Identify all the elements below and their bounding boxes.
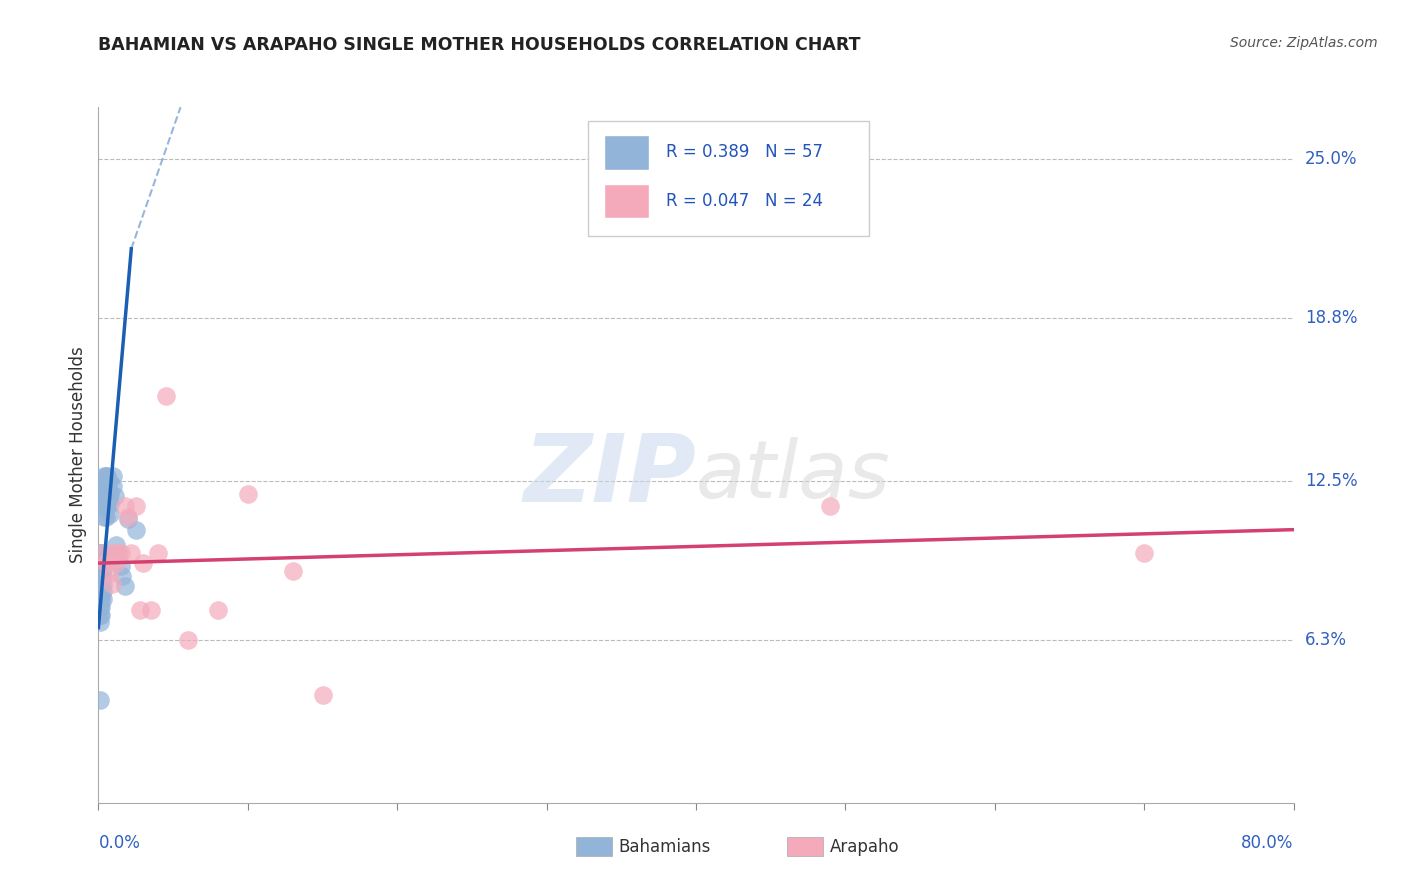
Point (91, 592, 114, 607)
Point (93, 509, 115, 524)
Point (132, 556, 155, 570)
Point (93, 479, 115, 493)
Point (90, 569, 112, 583)
Point (89, 615, 111, 630)
Text: Arapaho: Arapaho (830, 838, 900, 855)
Point (105, 538, 128, 552)
Point (89, 553, 111, 567)
Bar (605, 135, 650, 169)
Bar (605, 184, 650, 219)
Point (96, 479, 118, 493)
Point (177, 633, 200, 648)
Point (117, 512, 139, 526)
Text: 25.0%: 25.0% (1305, 150, 1357, 168)
Point (93, 489, 115, 503)
Text: R = 0.389   N = 57: R = 0.389 N = 57 (666, 144, 823, 161)
Point (97, 494, 120, 508)
Text: 6.3%: 6.3% (1305, 632, 1347, 649)
Point (89, 692, 111, 706)
Point (91, 553, 114, 567)
Point (110, 558, 132, 573)
Text: 18.8%: 18.8% (1305, 310, 1357, 327)
Point (107, 546, 129, 560)
Point (89, 584, 111, 599)
Point (91, 569, 114, 583)
Point (155, 389, 177, 403)
Point (93, 500, 115, 514)
Point (117, 509, 139, 524)
Point (107, 549, 129, 563)
Point (125, 523, 148, 537)
Point (125, 500, 148, 514)
Point (94, 509, 117, 524)
Point (94, 489, 117, 503)
Text: R = 0.047   N = 24: R = 0.047 N = 24 (666, 192, 823, 210)
Point (311, 688, 333, 702)
Text: Bahamians: Bahamians (619, 838, 711, 855)
Point (96, 468, 118, 483)
Point (91, 576, 114, 591)
Point (89, 546, 111, 560)
Text: 0.0%: 0.0% (98, 834, 141, 852)
Point (94, 500, 117, 514)
Point (91, 561, 114, 575)
Point (89, 561, 111, 575)
Text: Source: ZipAtlas.com: Source: ZipAtlas.com (1230, 36, 1378, 50)
Point (98, 497, 122, 511)
Point (96, 489, 118, 503)
Point (105, 556, 128, 570)
Point (93, 468, 115, 483)
Point (89, 607, 111, 622)
Point (103, 546, 125, 560)
Point (98, 486, 122, 500)
Point (91, 546, 114, 560)
Point (94, 468, 117, 483)
Point (89, 592, 111, 607)
Point (91, 546, 114, 560)
Point (97, 566, 120, 581)
Text: ZIP: ZIP (523, 430, 696, 522)
Point (1133, 546, 1156, 560)
Point (98, 507, 122, 521)
Point (90, 561, 112, 575)
Point (89, 599, 111, 614)
Point (114, 500, 136, 514)
Point (111, 569, 134, 583)
Point (91, 584, 114, 599)
Point (94, 479, 117, 493)
Point (90, 607, 112, 622)
Point (236, 486, 259, 500)
Y-axis label: Single Mother Households: Single Mother Households (69, 347, 87, 563)
Point (90, 584, 112, 599)
Point (89, 576, 111, 591)
Point (103, 479, 125, 493)
Text: atlas: atlas (696, 437, 891, 515)
Point (114, 579, 136, 593)
Point (110, 546, 132, 560)
Point (820, 500, 842, 514)
Point (90, 553, 112, 567)
Point (89, 569, 111, 583)
Point (97, 483, 120, 498)
Point (96, 500, 118, 514)
Point (97, 474, 120, 488)
Point (90, 546, 112, 560)
Point (207, 602, 229, 616)
Text: 12.5%: 12.5% (1305, 472, 1357, 490)
Point (281, 564, 304, 578)
Point (94, 556, 117, 570)
Point (90, 592, 112, 607)
Point (101, 576, 124, 591)
Point (104, 489, 127, 503)
FancyBboxPatch shape (588, 121, 869, 235)
Point (120, 546, 142, 560)
Point (148, 546, 170, 560)
Point (103, 468, 125, 483)
Text: 80.0%: 80.0% (1241, 834, 1294, 852)
Point (90, 599, 112, 614)
Point (139, 602, 162, 616)
Point (90, 576, 112, 591)
Text: BAHAMIAN VS ARAPAHO SINGLE MOTHER HOUSEHOLDS CORRELATION CHART: BAHAMIAN VS ARAPAHO SINGLE MOTHER HOUSEH… (98, 36, 860, 54)
Point (129, 602, 152, 616)
